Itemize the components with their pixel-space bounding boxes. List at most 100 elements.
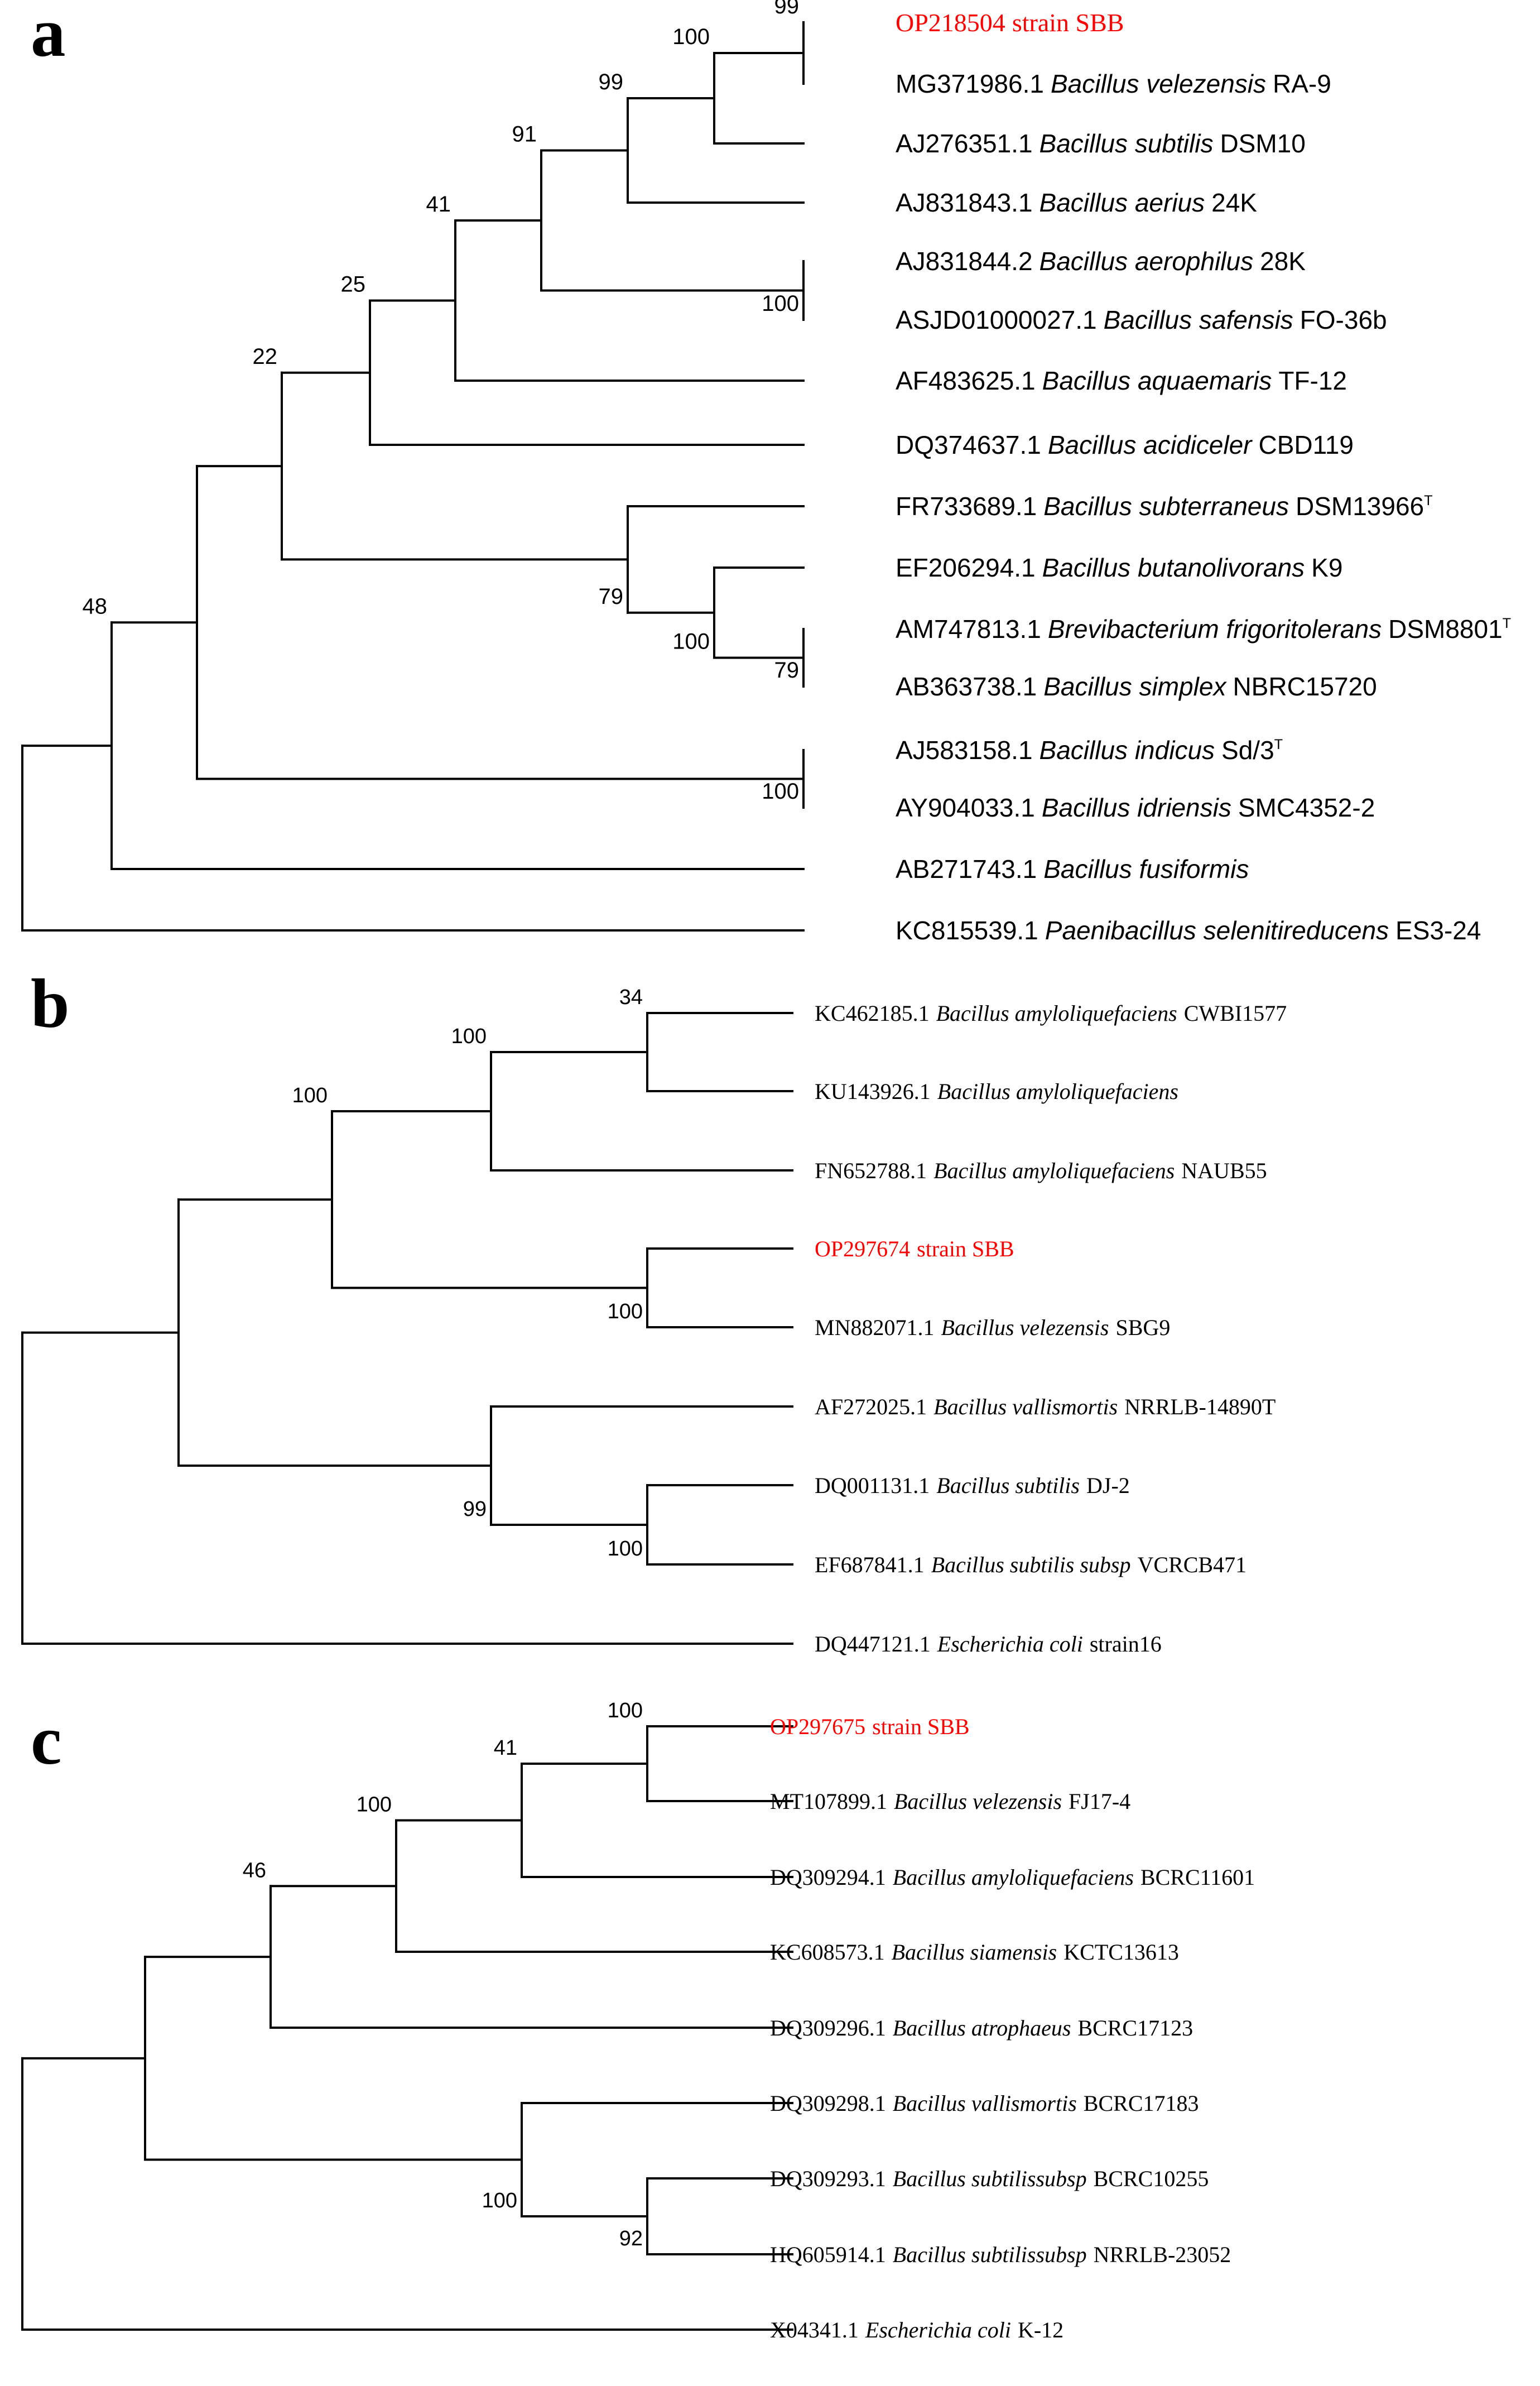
leaf-accession: MN882071.1 bbox=[815, 1315, 934, 1340]
leaf-species: Bacillus subtilis subsp bbox=[931, 1552, 1131, 1577]
leaf-strain: DSM13966 bbox=[1296, 492, 1424, 521]
leaf-strain: Sd/3 bbox=[1221, 736, 1274, 765]
panel-label-c: c bbox=[31, 1702, 61, 1779]
bootstrap-value: 79 bbox=[774, 658, 800, 683]
leaf-label: DQ309294.1 Bacillus amyloliquefaciens BCRC… bbox=[770, 1865, 1255, 1890]
leaf-label: DQ374637.1 Bacillus acidiceler CBD119 bbox=[896, 430, 1354, 459]
leaf-strain: BCRC17123 bbox=[1077, 2015, 1193, 2041]
bootstrap-value: 100 bbox=[292, 1084, 328, 1107]
leaf-species: Bacillus subtilissubsp bbox=[893, 2242, 1087, 2267]
leaf-accession: OP297674 bbox=[815, 1236, 910, 1261]
leaf-species: Bacillus subtilissubsp bbox=[893, 2166, 1087, 2191]
leaf-species: Bacillus amyloliquefaciens bbox=[936, 1001, 1177, 1026]
bootstrap-value: 100 bbox=[608, 1699, 643, 1722]
leaf-label: KC815539.1 Paenibacillus selenitireducens… bbox=[896, 916, 1481, 945]
leaf-label: AM747813.1 Brevibacterium frigoritolerans… bbox=[896, 614, 1511, 644]
leaf-accession: ASJD01000027.1 bbox=[896, 305, 1097, 334]
leaf-accession: OP297675 bbox=[770, 1714, 865, 1739]
leaf-label: AB363738.1 Bacillus simplex NBRC15720 bbox=[896, 672, 1377, 701]
leaf-species: Bacillus subtilis bbox=[936, 1473, 1080, 1498]
leaf-species: Bacillus aerius bbox=[1040, 188, 1205, 217]
bootstrap-value: 41 bbox=[426, 192, 451, 217]
leaf-label: X04341.1 Escherichia coli K-12 bbox=[770, 2317, 1063, 2342]
leaf-accession: AJ276351.1 bbox=[896, 129, 1033, 158]
leaf-species: Bacillus siamensis bbox=[892, 1939, 1057, 1965]
leaf-label: DQ447121.1 Escherichia coli strain16 bbox=[815, 1631, 1162, 1657]
leaf-strain: TF-12 bbox=[1278, 366, 1347, 395]
leaf-species: Bacillus simplex bbox=[1043, 672, 1227, 701]
leaf-label: DQ309296.1 Bacillus atrophaeus BCRC17123 bbox=[770, 2015, 1193, 2041]
leaf-accession: KU143926.1 bbox=[815, 1079, 931, 1104]
leaf-species: Bacillus amyloliquefaciens bbox=[937, 1079, 1178, 1104]
bootstrap-value: 99 bbox=[774, 0, 800, 18]
leaf-label: KU143926.1 Bacillus amyloliquefaciens bbox=[815, 1079, 1178, 1104]
leaf-accession: AJ831843.1 bbox=[896, 188, 1033, 217]
leaf-strain: strain SBB bbox=[917, 1236, 1014, 1261]
leaf-accession: DQ374637.1 bbox=[896, 430, 1041, 459]
leaf-species: Escherichia coli bbox=[937, 1631, 1083, 1657]
bootstrap-value: 25 bbox=[341, 272, 366, 297]
leaf-species: Bacillus velezensis bbox=[941, 1315, 1109, 1340]
leaf-label: DQ309293.1 Bacillus subtilissubsp BCRC1025… bbox=[770, 2166, 1209, 2191]
leaf-label: AJ831844.2 Bacillus aerophilus 28K bbox=[896, 247, 1306, 276]
bootstrap-value: 100 bbox=[451, 1025, 487, 1048]
bootstrap-value: 34 bbox=[619, 986, 643, 1009]
leaf-label-query-strain: OP218504 strain SBB bbox=[896, 8, 1124, 37]
leaf-species: Bacillus velezensis bbox=[894, 1789, 1062, 1814]
leaf-accession: AY904033.1 bbox=[896, 793, 1035, 822]
leaf-strain: VCRCB471 bbox=[1138, 1552, 1247, 1577]
panel-label-b: b bbox=[31, 966, 70, 1043]
leaf-species: Bacillus vallismortis bbox=[893, 2091, 1077, 2116]
leaf-label: AJ583158.1 Bacillus indicus Sd/3T bbox=[896, 736, 1283, 765]
leaf-accession: MT107899.1 bbox=[770, 1789, 887, 1814]
leaf-label: KC608573.1 Bacillus siamensis KCTC13613 bbox=[770, 1939, 1179, 1965]
leaf-accession: AJ583158.1 bbox=[896, 736, 1033, 765]
leaf-species: Brevibacterium frigoritolerans bbox=[1048, 614, 1382, 644]
leaf-strain: CBD119 bbox=[1258, 430, 1353, 459]
leaf-accession: EF206294.1 bbox=[896, 553, 1036, 582]
leaf-species: Bacillus acidiceler bbox=[1048, 430, 1253, 459]
leaf-species: Bacillus velezensis bbox=[1051, 69, 1266, 98]
leaf-accession: DQ309296.1 bbox=[770, 2015, 886, 2041]
leaf-species: Escherichia coli bbox=[865, 2317, 1011, 2342]
bootstrap-value: 100 bbox=[608, 1300, 643, 1323]
tree-panel-c: c 100 41 100 46 92 100 OP297675 strain SBB MT1078… bbox=[21, 1699, 1255, 2342]
leaf-species: Bacillus butanolivorans bbox=[1042, 553, 1305, 582]
bootstrap-value: 99 bbox=[463, 1497, 487, 1521]
leaf-species: Bacillus subterraneus bbox=[1043, 492, 1289, 521]
leaf-accession: FN652788.1 bbox=[815, 1158, 927, 1183]
bootstrap-value: 100 bbox=[762, 291, 799, 316]
leaf-accession: DQ309298.1 bbox=[770, 2091, 886, 2116]
leaf-strain: DSM8801 bbox=[1388, 614, 1503, 644]
leaf-species: Bacillus subtilis bbox=[1040, 129, 1214, 158]
leaf-strain: BCRC11601 bbox=[1140, 1865, 1255, 1890]
leaf-label: MN882071.1 Bacillus velezensis SBG9 bbox=[815, 1315, 1170, 1340]
bootstrap-value: 100 bbox=[357, 1793, 392, 1817]
leaf-label: EF206294.1 Bacillus butanolivorans K9 bbox=[896, 553, 1342, 582]
leaf-species: Bacillus aerophilus bbox=[1040, 247, 1254, 276]
bootstrap-value: 100 bbox=[672, 25, 710, 49]
leaf-strain: KCTC13613 bbox=[1063, 1939, 1179, 1965]
leaf-strain: NAUB55 bbox=[1181, 1158, 1267, 1183]
leaf-strain: K-12 bbox=[1018, 2317, 1063, 2342]
leaf-accession: EF687841.1 bbox=[815, 1552, 925, 1577]
leaf-type-strain-mark: T bbox=[1503, 616, 1511, 631]
leaf-accession: KC462185.1 bbox=[815, 1001, 930, 1026]
leaf-species: Bacillus aquaemaris bbox=[1042, 366, 1272, 395]
leaf-strain: strain SBB bbox=[872, 1714, 969, 1739]
leaf-strain: strain SBB bbox=[1012, 8, 1124, 37]
bootstrap-value: 46 bbox=[243, 1859, 266, 1882]
leaf-label: MG371986.1 Bacillus velezensis RA-9 bbox=[896, 69, 1331, 98]
panel-label-a: a bbox=[31, 0, 66, 71]
bootstrap-value: 100 bbox=[482, 2189, 517, 2212]
leaf-label-query-strain: OP297675 strain SBB bbox=[770, 1714, 970, 1739]
leaf-strain: CWBI1577 bbox=[1184, 1001, 1287, 1026]
leaf-label: EF687841.1 Bacillus subtilis subsp VCRCB47… bbox=[815, 1552, 1247, 1577]
bootstrap-value: 100 bbox=[608, 1537, 643, 1561]
leaf-accession: DQ447121.1 bbox=[815, 1631, 931, 1657]
bootstrap-value: 48 bbox=[83, 594, 108, 618]
leaf-strain: 28K bbox=[1260, 247, 1306, 276]
bootstrap-value: 41 bbox=[494, 1736, 517, 1760]
